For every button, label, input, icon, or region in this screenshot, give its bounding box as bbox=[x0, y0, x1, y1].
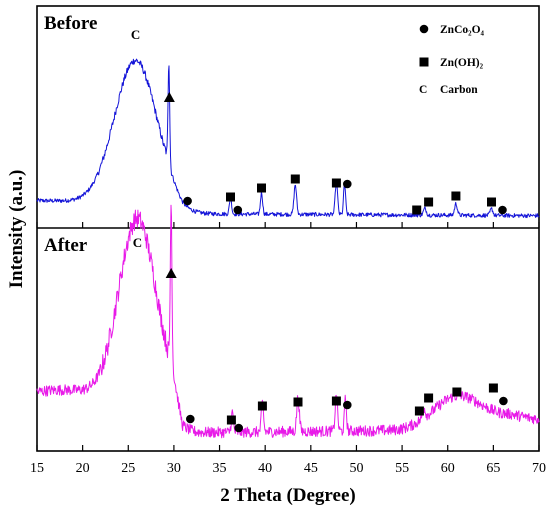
legend-label-znoh2: Zn(OH)₂ bbox=[440, 57, 484, 69]
znoh2-square-marker bbox=[487, 197, 496, 207]
znoh2-square-marker bbox=[424, 197, 434, 207]
legend-label-carbon: Carbon bbox=[440, 84, 478, 96]
spectrum-line-before bbox=[36, 58, 540, 219]
triangle-marker bbox=[165, 268, 177, 278]
x-tick-label: 65 bbox=[486, 461, 500, 476]
legend-square-marker bbox=[419, 57, 429, 67]
znoh2-square-marker bbox=[331, 178, 341, 188]
znco2o4-circle-marker bbox=[233, 205, 243, 215]
znco2o4-circle-marker bbox=[499, 396, 508, 406]
x-tick-label: 50 bbox=[349, 461, 363, 476]
y-axis-title: Intensity (a.u.) bbox=[6, 170, 27, 289]
znoh2-square-marker bbox=[488, 383, 498, 393]
x-tick-label: 55 bbox=[395, 461, 409, 476]
znoh2-square-marker bbox=[226, 192, 235, 202]
triangle-marker bbox=[163, 92, 175, 102]
panel-label-after: After bbox=[44, 235, 88, 256]
znco2o4-circle-marker bbox=[498, 205, 507, 215]
znoh2-square-marker bbox=[414, 406, 424, 416]
carbon-peak-label-before: C bbox=[131, 27, 140, 42]
panel-label-before: Before bbox=[44, 13, 97, 34]
znoh2-square-marker bbox=[331, 396, 341, 406]
znco2o4-circle-marker bbox=[343, 400, 352, 410]
x-tick-label: 40 bbox=[258, 461, 272, 476]
x-tick-label: 60 bbox=[441, 461, 455, 476]
znco2o4-circle-marker bbox=[186, 414, 195, 424]
znco2o4-circle-marker bbox=[234, 423, 243, 433]
legend-c-symbol: C bbox=[419, 84, 427, 96]
spectrum-line-after bbox=[36, 204, 540, 439]
znoh2-square-marker bbox=[424, 393, 434, 403]
znoh2-square-marker bbox=[412, 205, 422, 215]
x-tick-label: 70 bbox=[532, 461, 546, 476]
x-tick-label: 30 bbox=[167, 461, 181, 476]
znoh2-square-marker bbox=[290, 174, 300, 184]
znoh2-square-marker bbox=[293, 397, 303, 407]
znco2o4-circle-marker bbox=[343, 179, 352, 189]
legend-circle-marker bbox=[419, 24, 429, 34]
x-axis-title: 2 Theta (Degree) bbox=[220, 485, 355, 506]
x-tick-label: 25 bbox=[121, 461, 135, 476]
znoh2-square-marker bbox=[257, 401, 267, 411]
carbon-peak-label-after: C bbox=[133, 235, 142, 250]
x-axis-ticks: 15 20 25 30 35 40 45 50 55 60 65 70 bbox=[30, 222, 546, 476]
legend: ZnCo₂O₄ Zn(OH)₂ C Carbon bbox=[419, 24, 485, 96]
znoh2-square-marker bbox=[452, 387, 462, 397]
znoh2-square-marker bbox=[451, 191, 461, 201]
znoh2-square-marker bbox=[226, 415, 236, 425]
znco2o4-circle-marker bbox=[183, 196, 192, 206]
x-tick-label: 15 bbox=[30, 461, 44, 476]
x-tick-label: 20 bbox=[76, 461, 90, 476]
legend-label-znco2o4: ZnCo₂O₄ bbox=[440, 24, 485, 36]
x-tick-label: 35 bbox=[213, 461, 227, 476]
x-tick-label: 45 bbox=[304, 461, 318, 476]
znoh2-square-marker bbox=[257, 183, 266, 193]
peak-markers bbox=[163, 92, 508, 433]
